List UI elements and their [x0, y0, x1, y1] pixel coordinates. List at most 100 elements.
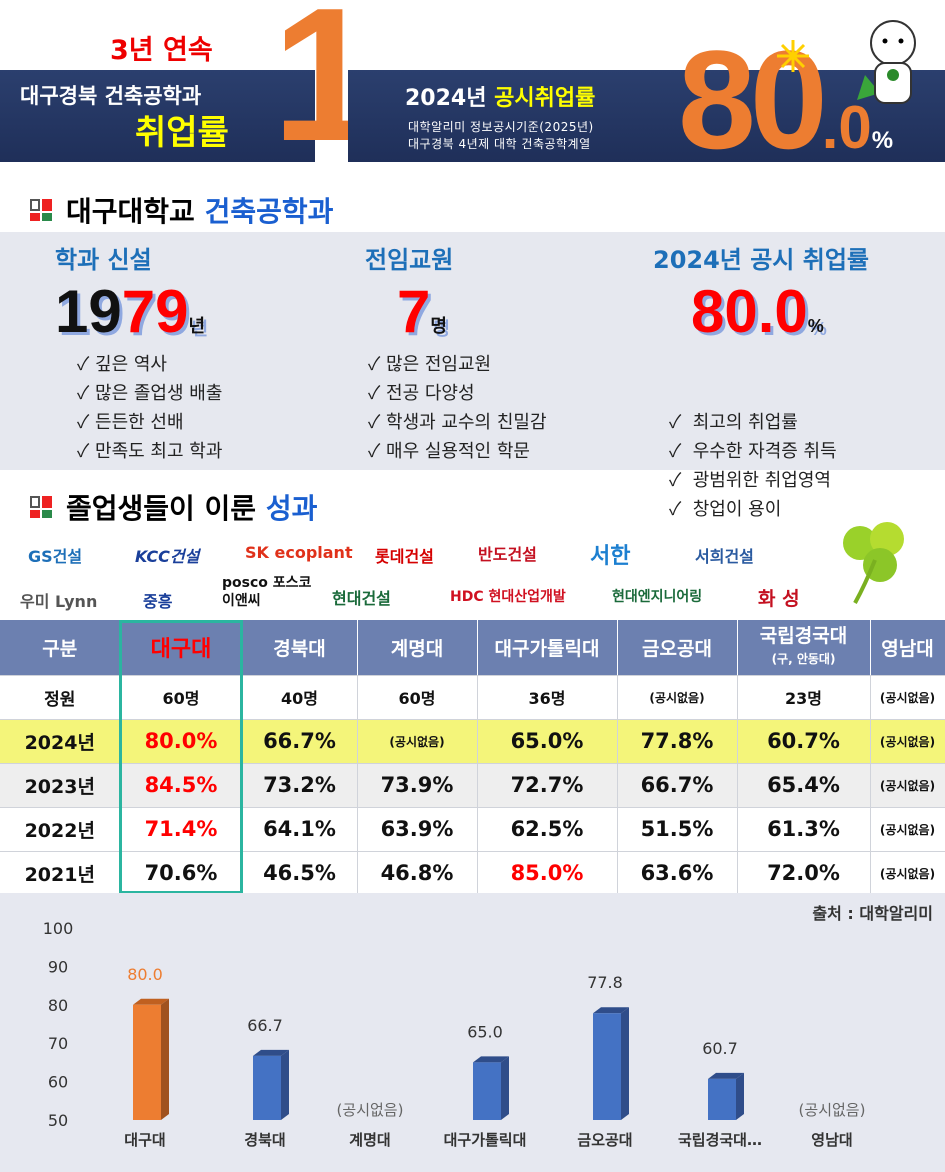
logo-bando: 반도건설 [478, 545, 537, 564]
table-row: 2023년 84.5% 73.2% 73.9% 72.7% 66.7% 65.4% (공시없음… [0, 763, 945, 808]
logo-woomi: 우미 Lynn [20, 592, 98, 611]
bar-chart: 100 90 80 70 60 50 대구대 80.0 경북대 66.7 계명대 (공시없음) 대구가톨… [43, 919, 866, 1149]
streak-label: 3년 연속 [110, 35, 213, 66]
table-cell: 85.0% [477, 851, 618, 896]
stat-value: 1979년 [55, 277, 315, 346]
point-item: ✓ 매우 실용적인 학문 [368, 441, 530, 462]
x-tick-label: 대구가톨릭대 [444, 1131, 527, 1149]
left-line2: 취업률 [135, 113, 229, 153]
table-cell: 46.8% [357, 851, 478, 896]
stats-panel [0, 232, 945, 470]
source-note: 출처 : 대학알리미 [812, 904, 933, 923]
big-rate: 80.0% [678, 30, 893, 170]
table-cell: 66.7% [617, 763, 738, 808]
y-tick-label: 80 [48, 996, 68, 1015]
table-cell: 23명 [737, 675, 871, 720]
sparkle-icon [777, 40, 809, 72]
bar-side [621, 1007, 629, 1120]
table-cell: 66.7% [242, 719, 358, 764]
table-cell: 60명 [357, 675, 478, 720]
col-header-main: 국립경국대 [759, 625, 848, 648]
table-cell: 62.5% [477, 807, 618, 852]
stat-label: 전임교원 [365, 246, 454, 274]
col-header-sub: (구, 안동대) [771, 652, 836, 667]
value-part-b: 79 [121, 278, 189, 345]
row-label: 2021년 [0, 851, 121, 896]
table-cell: 71.4% [120, 807, 243, 852]
clover-icon [843, 522, 904, 604]
bar-top [133, 998, 169, 1005]
table-row: 2022년 71.4% 64.1% 63.9% 62.5% 51.5% 61.3% (공시없음… [0, 807, 945, 852]
big-rate-pct: % [871, 127, 894, 154]
section2-title-a: 졸업생들이 이룬 [66, 492, 257, 525]
table-cell: (공시없음) [617, 675, 738, 720]
big-rate-dec: 0 [838, 94, 872, 161]
col-header: 구분 [0, 620, 121, 676]
big-rate-int: 80 [678, 21, 828, 178]
table-cell: 65.4% [737, 763, 871, 808]
table-cell: 51.5% [617, 807, 738, 852]
bar-side [281, 1049, 289, 1120]
section1-title-a: 대구대학교 [66, 195, 195, 228]
x-tick-label: 경북대 [244, 1131, 285, 1149]
x-tick-label: 대구대 [124, 1131, 165, 1149]
right-panel [348, 70, 945, 162]
bar-top [593, 1007, 629, 1014]
table-cell: (공시없음) [357, 719, 478, 764]
col-header: 영남대 [870, 620, 945, 676]
data-label: 77.8 [587, 973, 623, 992]
right-title: 2024년 공시취업률 [405, 80, 595, 112]
value-part-b: 80.0 [691, 278, 808, 345]
col-header: 경북대 [242, 620, 358, 676]
point-item: ✓ 우수한 자격증 취득 [669, 441, 837, 462]
table-cell: 72.0% [737, 851, 871, 896]
value-part-b: 7 [397, 278, 431, 345]
table-cell: 70.6% [120, 851, 243, 896]
source-line2: 대구경북 4년제 대학 건축공학계열 [408, 137, 591, 151]
col-header: 대구가톨릭대 [477, 620, 618, 676]
table-cell: (공시없음) [870, 807, 945, 852]
table-cell: 64.1% [242, 807, 358, 852]
table-cell: 73.9% [357, 763, 478, 808]
point-item: ✓ 많은 전임교원 [368, 354, 492, 375]
col-header: 대구대 [120, 620, 243, 676]
stat-label: 2024년 공시 취업률 [653, 246, 869, 274]
bar-side [736, 1072, 744, 1120]
y-tick-label: 90 [48, 957, 68, 976]
section-square-icon [30, 496, 52, 518]
stat-value: 80.0% [691, 277, 943, 346]
point-item: ✓ 많은 졸업생 배출 [77, 383, 223, 404]
value-unit: 명 [430, 316, 447, 336]
logo-hdc: HDC 현대산업개발 [450, 589, 566, 605]
y-tick-label: 100 [43, 919, 74, 938]
row-label: 2023년 [0, 763, 121, 808]
bar-top [708, 1072, 744, 1079]
table-header: 구분 대구대 경북대 계명대 대구가톨릭대 금오공대 국립경국대 (구, 안동대)… [0, 620, 945, 676]
source-line1: 대학알리미 정보공시기준(2025년) [408, 120, 594, 134]
table-cell: 61.3% [737, 807, 871, 852]
data-label: (공시없음) [337, 1101, 404, 1119]
stat-card-employment: 2024년 공시 취업률 80.0% ✓ 최고의 취업률 ✓ 우수한 자격증 취득… [653, 240, 943, 582]
point-item: ✓ 깊은 역사 [77, 354, 167, 375]
x-tick-label: 계명대 [349, 1131, 390, 1149]
table-cell: (공시없음) [870, 763, 945, 808]
data-label: 80.0 [127, 965, 163, 984]
daegu-highlight-box [119, 620, 243, 894]
col-header: 국립경국대 (구, 안동대) [737, 620, 871, 676]
table-cell: 60.7% [737, 719, 871, 764]
x-tick-label: 국립경국대… [678, 1131, 762, 1149]
table-cell: (공시없음) [870, 719, 945, 764]
table-row: 2021년 70.6% 46.5% 46.8% 85.0% 63.6% 72.0% (공시없음… [0, 851, 945, 896]
section1-header: 대구대학교 건축공학과 [30, 190, 333, 230]
value-unit: % [807, 316, 824, 336]
col-header: 계명대 [357, 620, 478, 676]
point-item: ✓ 학생과 교수의 친밀감 [368, 412, 547, 433]
bar-top [253, 1049, 289, 1056]
point-item: ✓ 창업이 용이 [669, 499, 782, 520]
section2-title-b: 성과 [265, 492, 318, 525]
col-header: 금오공대 [617, 620, 738, 676]
bar [593, 1013, 621, 1120]
table-cell: 40명 [242, 675, 358, 720]
logo-jungheung: 중흥 [143, 592, 173, 611]
table-row: 2024년 80.0% 66.7% (공시없음) 65.0% 77.8% 60.7% (공시없… [0, 719, 945, 764]
